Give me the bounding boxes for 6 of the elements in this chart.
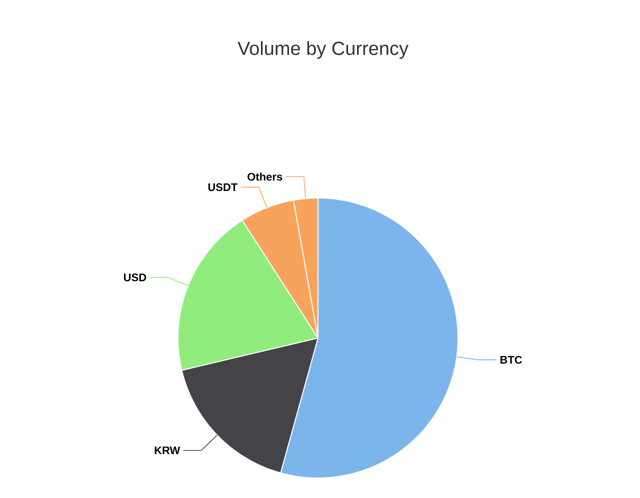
chart-title: Volume by Currency: [238, 41, 408, 59]
slice-label: Others: [248, 172, 282, 181]
slice-label: KRW: [154, 446, 180, 454]
slice-label: USDT: [208, 183, 238, 192]
slice-label: BTC: [500, 356, 522, 364]
slice-label: USD: [124, 274, 146, 282]
